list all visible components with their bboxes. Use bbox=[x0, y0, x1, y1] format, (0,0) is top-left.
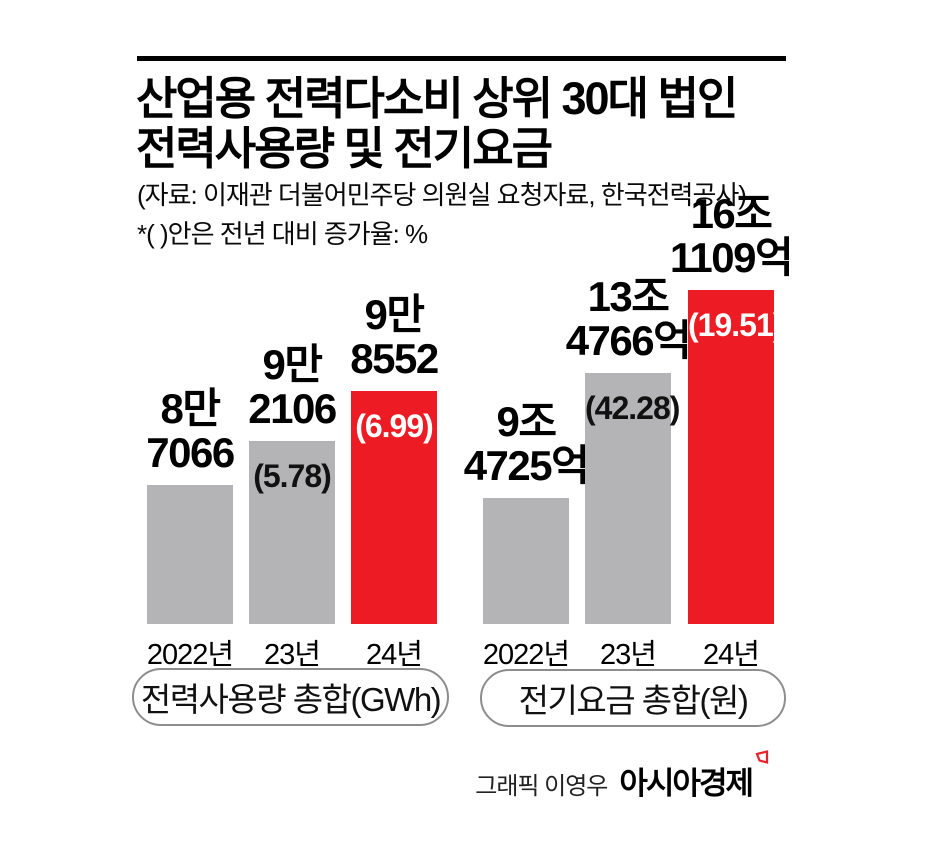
bar: (19.51) bbox=[688, 290, 783, 624]
bar: (5.78) bbox=[249, 441, 335, 624]
bar-value-label: 9만 8552 bbox=[234, 293, 554, 381]
bar-growth-label: (6.99) bbox=[355, 408, 434, 444]
credit-line: 그래픽 이영우 아시아경제 bbox=[475, 750, 769, 803]
value-line-2: 8552 bbox=[350, 335, 439, 382]
growth-rate-note: *( )안은 전년 대비 증가율: % bbox=[137, 219, 428, 249]
value-line-1: 13조 bbox=[587, 273, 670, 320]
bar-value-label: 16조 1109억 bbox=[571, 192, 891, 280]
bar-year-label: 24년 bbox=[703, 639, 760, 671]
brand-mark-icon bbox=[755, 750, 769, 769]
bar-value-label: 9만 2106 bbox=[132, 343, 452, 431]
value-line-2: 7066 bbox=[146, 429, 235, 476]
bar-year-label: 24년 bbox=[366, 639, 423, 671]
page-title: 산업용 전력다소비 상위 30대 법인 전력사용량 및 전기요금 bbox=[136, 73, 738, 174]
value-line-1: 9만 bbox=[364, 291, 426, 338]
chart-title-pill-usage: 전력사용량 총합(GWh) bbox=[132, 668, 449, 726]
value-line-2: 4766억 bbox=[565, 317, 692, 364]
bar: (6.99) bbox=[351, 391, 437, 624]
bar-year-label: 2022년 bbox=[146, 639, 234, 671]
top-rule bbox=[137, 56, 786, 61]
value-line-1: 16조 bbox=[690, 190, 773, 237]
bar: (42.28) bbox=[585, 373, 680, 624]
brand-logo: 아시아경제 bbox=[619, 750, 769, 803]
value-line-2: 2106 bbox=[248, 385, 337, 432]
brand-logo-text: 아시아경제 bbox=[619, 766, 754, 801]
bar-value-label: 13조 4766억 bbox=[468, 275, 788, 363]
value-line-1: 8만 bbox=[160, 385, 222, 432]
bar-growth-label: (42.28) bbox=[585, 390, 680, 426]
source-note: (자료: 이재관 더불어민주당 의원실 요청자료, 한국전력공사) bbox=[137, 180, 747, 210]
value-line-2: 4725억 bbox=[463, 442, 590, 489]
value-line-1: 9조 bbox=[496, 398, 558, 445]
credit-text: 그래픽 이영우 bbox=[475, 773, 608, 800]
bar-growth-label: (19.51) bbox=[688, 307, 783, 343]
value-line-1: 9만 bbox=[262, 341, 324, 388]
chart-title-pill-bill: 전기요금 총합(원) bbox=[480, 669, 786, 727]
bar bbox=[483, 498, 569, 624]
bar-year-label: 23년 bbox=[600, 639, 657, 671]
bar bbox=[147, 485, 233, 624]
bar-value-label: 8만 7066 bbox=[30, 387, 350, 475]
page-title-line-2: 전력사용량 및 전기요금 bbox=[136, 123, 553, 174]
bar-value-label: 9조 4725억 bbox=[366, 400, 686, 488]
page-title-line-1: 산업용 전력다소비 상위 30대 법인 bbox=[136, 73, 738, 124]
bar-year-label: 2022년 bbox=[482, 639, 570, 671]
bar-growth-label: (5.78) bbox=[253, 458, 332, 494]
value-line-2: 1109억 bbox=[669, 234, 794, 281]
bar-year-label: 23년 bbox=[264, 639, 321, 671]
